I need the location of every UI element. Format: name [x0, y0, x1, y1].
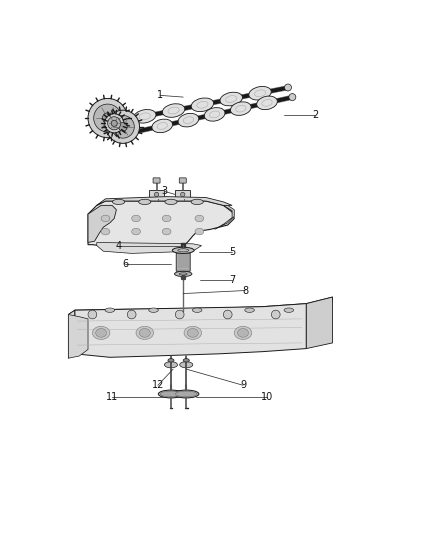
Circle shape [119, 123, 127, 131]
Polygon shape [97, 197, 232, 205]
Circle shape [223, 310, 232, 319]
Circle shape [175, 310, 184, 319]
Ellipse shape [168, 359, 174, 362]
Circle shape [105, 114, 124, 133]
Ellipse shape [183, 359, 189, 362]
Text: 9: 9 [240, 380, 246, 390]
Ellipse shape [257, 96, 277, 110]
Polygon shape [88, 205, 117, 243]
Ellipse shape [237, 328, 248, 337]
Ellipse shape [178, 114, 199, 127]
Ellipse shape [162, 215, 171, 222]
Ellipse shape [184, 326, 201, 340]
Ellipse shape [173, 390, 199, 398]
Ellipse shape [132, 228, 141, 235]
Ellipse shape [175, 391, 197, 397]
Ellipse shape [172, 247, 194, 253]
Ellipse shape [245, 308, 254, 312]
Polygon shape [97, 243, 201, 253]
Polygon shape [68, 314, 88, 358]
Ellipse shape [105, 308, 115, 312]
Polygon shape [88, 201, 234, 247]
Ellipse shape [113, 199, 125, 205]
Text: 4: 4 [116, 240, 122, 251]
Ellipse shape [152, 119, 173, 133]
Polygon shape [149, 190, 163, 200]
Text: 11: 11 [106, 392, 118, 402]
Text: 3: 3 [161, 187, 167, 196]
FancyBboxPatch shape [153, 178, 160, 183]
Text: 7: 7 [229, 274, 235, 285]
Ellipse shape [220, 92, 242, 106]
Circle shape [106, 110, 140, 143]
Ellipse shape [180, 362, 193, 368]
Ellipse shape [195, 228, 204, 235]
Ellipse shape [249, 86, 271, 100]
Circle shape [108, 117, 121, 130]
Text: 12: 12 [152, 380, 164, 390]
Ellipse shape [160, 391, 182, 397]
Circle shape [127, 310, 136, 319]
Polygon shape [68, 297, 332, 314]
Ellipse shape [134, 109, 156, 123]
Text: 6: 6 [122, 260, 128, 269]
Polygon shape [68, 310, 75, 358]
Ellipse shape [136, 326, 153, 340]
Ellipse shape [195, 215, 204, 222]
Polygon shape [175, 190, 190, 200]
Circle shape [88, 310, 97, 319]
Ellipse shape [139, 199, 151, 205]
Ellipse shape [230, 102, 251, 116]
Ellipse shape [162, 104, 185, 117]
Circle shape [112, 116, 134, 138]
Circle shape [111, 120, 117, 126]
Ellipse shape [192, 308, 202, 312]
Ellipse shape [92, 326, 110, 340]
Ellipse shape [234, 326, 252, 340]
Circle shape [88, 99, 127, 138]
FancyBboxPatch shape [179, 178, 186, 183]
Ellipse shape [101, 215, 110, 222]
Ellipse shape [187, 328, 198, 337]
Ellipse shape [191, 199, 203, 205]
Circle shape [285, 84, 291, 91]
Ellipse shape [165, 199, 177, 205]
Polygon shape [306, 297, 332, 349]
Ellipse shape [158, 390, 184, 398]
Circle shape [289, 94, 296, 101]
Polygon shape [215, 205, 234, 229]
Ellipse shape [101, 228, 110, 235]
Text: 2: 2 [312, 110, 318, 119]
Circle shape [180, 192, 185, 197]
Text: 8: 8 [242, 286, 248, 295]
Ellipse shape [164, 362, 177, 368]
Ellipse shape [284, 308, 293, 312]
Ellipse shape [204, 108, 225, 121]
Ellipse shape [174, 271, 192, 277]
Ellipse shape [139, 328, 150, 337]
Polygon shape [75, 304, 306, 357]
Text: 10: 10 [261, 392, 273, 402]
Circle shape [102, 113, 113, 123]
Ellipse shape [191, 98, 214, 111]
Ellipse shape [162, 228, 171, 235]
Ellipse shape [95, 328, 106, 337]
Ellipse shape [149, 308, 158, 312]
Circle shape [272, 310, 280, 319]
Text: 1: 1 [157, 91, 163, 100]
Ellipse shape [132, 215, 141, 222]
Circle shape [154, 192, 159, 197]
Circle shape [94, 104, 122, 132]
Text: 5: 5 [229, 247, 235, 257]
FancyBboxPatch shape [176, 253, 190, 271]
